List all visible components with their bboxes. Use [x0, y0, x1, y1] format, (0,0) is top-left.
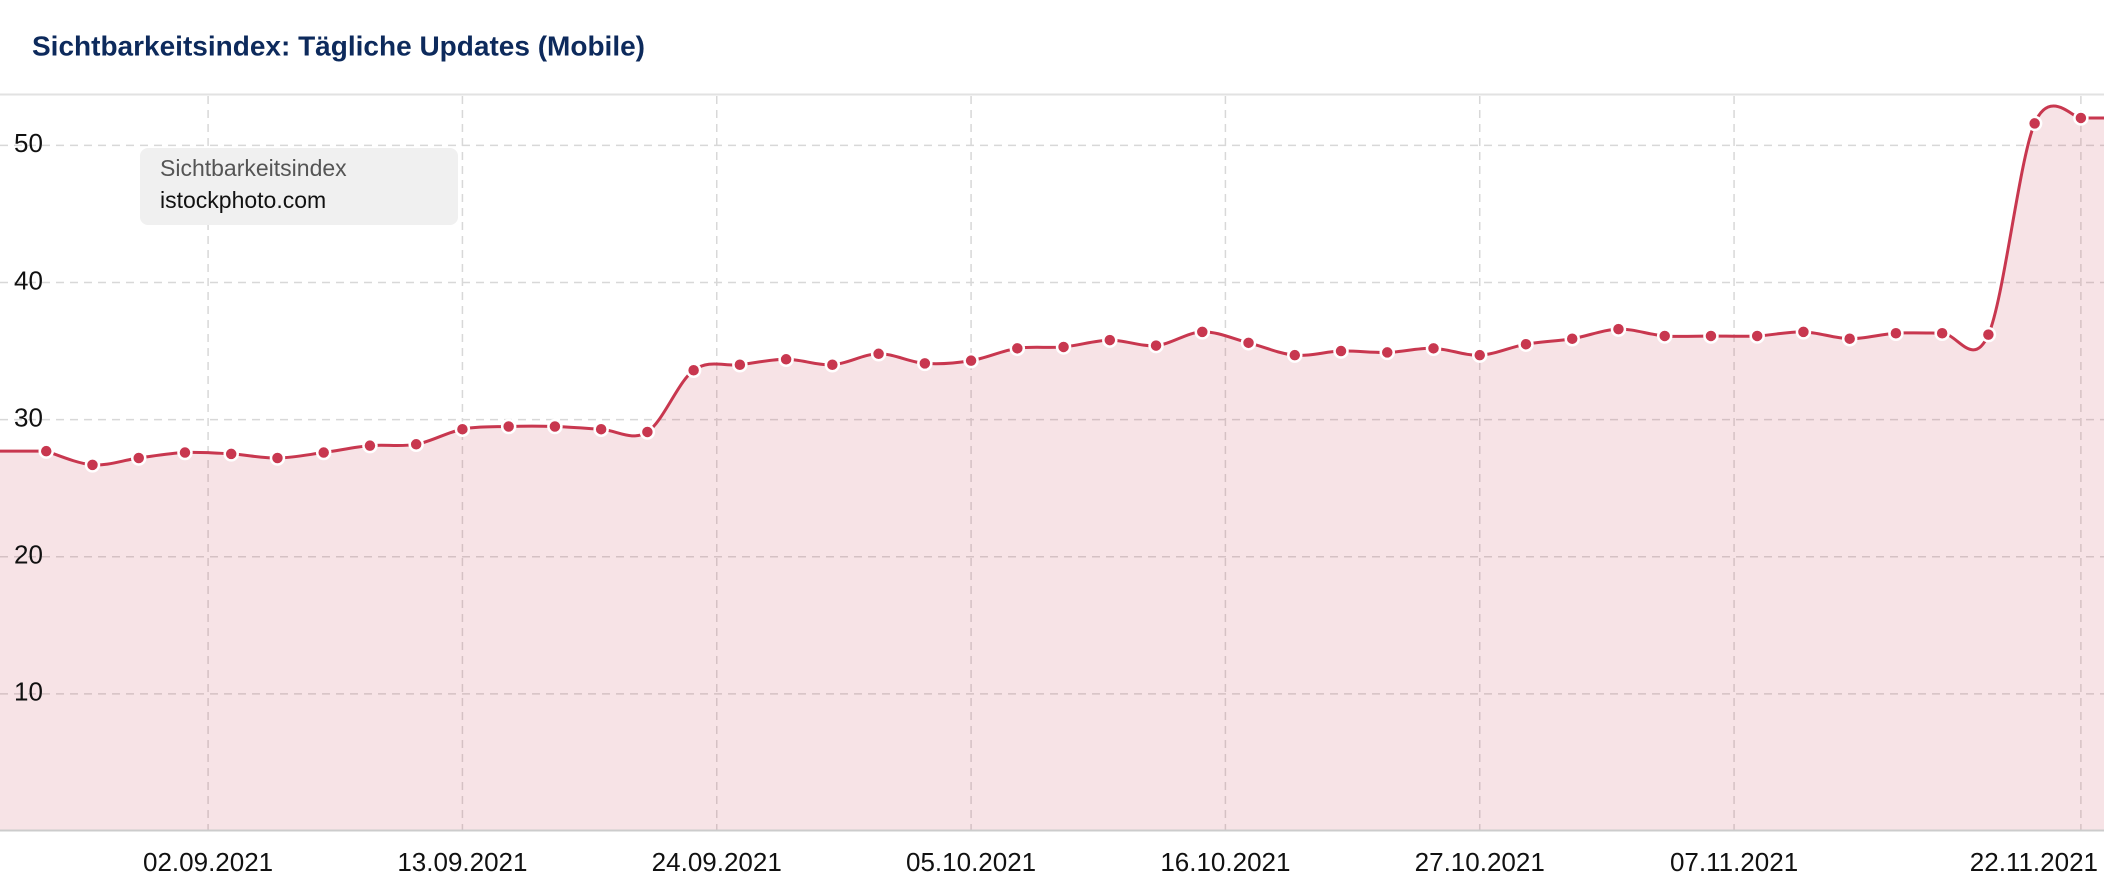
- data-point: [1425, 340, 1442, 357]
- y-tick-label: 40: [14, 265, 43, 295]
- data-point: [130, 450, 147, 466]
- data-point: [1934, 325, 1950, 341]
- legend: Sichtbarkeitsindex istockphoto.com: [140, 148, 458, 225]
- data-point: [1194, 324, 1211, 340]
- data-point: [1102, 332, 1118, 348]
- data-point: [1148, 337, 1164, 354]
- data-point: [1795, 324, 1812, 340]
- x-tick-label: 02.09.2021: [143, 847, 273, 877]
- data-point: [1240, 335, 1257, 351]
- data-point: [38, 443, 54, 459]
- data-point: [1333, 343, 1349, 359]
- x-tick-label: 07.11.2021: [1670, 847, 1798, 877]
- data-point: [1379, 344, 1396, 361]
- x-tick-label: 16.10.2021: [1160, 847, 1290, 877]
- data-point: [824, 357, 841, 373]
- data-point: [454, 421, 471, 437]
- y-tick-label: 10: [14, 677, 43, 707]
- grid: [0, 96, 2104, 831]
- data-point: [1610, 321, 1627, 337]
- data-point: [223, 446, 239, 462]
- data-point: [2026, 115, 2043, 132]
- data-point: [1841, 330, 1858, 347]
- legend-title: Sichtbarkeitsindex: [160, 155, 347, 181]
- data-point: [177, 444, 193, 461]
- x-tick-label: 13.09.2021: [397, 847, 527, 877]
- y-tick-label: 50: [14, 128, 43, 158]
- data-point: [1564, 330, 1580, 347]
- data-point: [1749, 328, 1765, 344]
- data-point: [1009, 340, 1026, 357]
- data-point: [1656, 328, 1673, 344]
- legend-entry: istockphoto.com: [160, 187, 326, 213]
- data-point: [1980, 326, 1997, 343]
- data-point: [870, 346, 887, 362]
- x-tick-label: 22.11.2021: [1970, 847, 2098, 877]
- data-point: [778, 351, 794, 368]
- plot: [0, 104, 2104, 832]
- x-tick-label: 05.10.2021: [906, 847, 1036, 877]
- data-point: [685, 362, 702, 379]
- data-point: [269, 450, 286, 466]
- data-point: [963, 352, 979, 369]
- data-point: [593, 421, 609, 437]
- x-tick-label: 27.10.2021: [1415, 847, 1545, 877]
- y-tick-label: 20: [14, 540, 43, 570]
- data-point: [917, 355, 933, 372]
- data-point: [1888, 325, 1904, 341]
- legend-box: [140, 148, 458, 225]
- data-point: [1055, 339, 1072, 355]
- data-point: [639, 424, 656, 440]
- chart-title: Sichtbarkeitsindex: Tägliche Updates (Mo…: [32, 30, 645, 61]
- data-point: [1703, 328, 1719, 344]
- data-point: [1518, 336, 1534, 352]
- data-point: [547, 418, 563, 435]
- x-tick-label: 24.09.2021: [652, 847, 782, 877]
- data-point: [500, 418, 517, 435]
- data-point: [2073, 110, 2089, 126]
- data-point: [732, 357, 748, 373]
- data-point: [1471, 347, 1488, 363]
- data-point: [408, 436, 424, 453]
- data-point: [362, 437, 378, 454]
- y-tick-label: 30: [14, 402, 43, 432]
- area: [0, 106, 2104, 832]
- data-point: [84, 457, 101, 473]
- line: [0, 104, 2104, 467]
- data-point: [315, 444, 332, 461]
- data-point: [1287, 347, 1303, 363]
